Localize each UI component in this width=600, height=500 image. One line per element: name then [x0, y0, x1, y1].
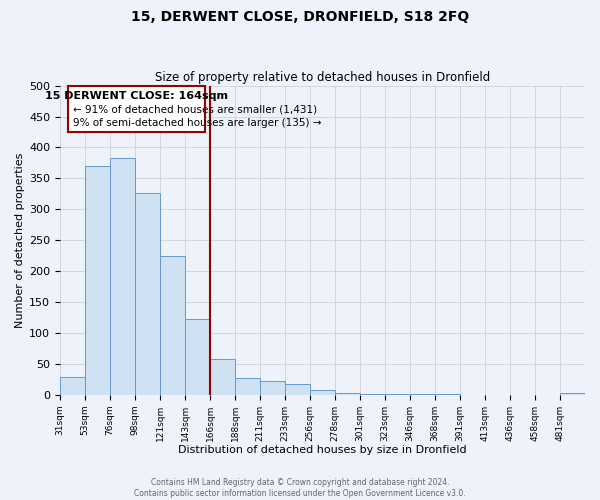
Text: 15 DERWENT CLOSE: 164sqm: 15 DERWENT CLOSE: 164sqm: [45, 90, 228, 101]
FancyBboxPatch shape: [68, 86, 205, 132]
Y-axis label: Number of detached properties: Number of detached properties: [15, 152, 25, 328]
Bar: [235, 378, 260, 394]
Bar: [110, 158, 135, 394]
Bar: [60, 378, 85, 394]
Text: 15, DERWENT CLOSE, DRONFIELD, S18 2FQ: 15, DERWENT CLOSE, DRONFIELD, S18 2FQ: [131, 10, 469, 24]
Text: ← 91% of detached houses are smaller (1,431): ← 91% of detached houses are smaller (1,…: [73, 104, 317, 114]
Bar: [185, 320, 210, 394]
Bar: [210, 359, 235, 394]
Bar: [310, 390, 335, 394]
Text: 9% of semi-detached houses are larger (135) →: 9% of semi-detached houses are larger (1…: [73, 118, 321, 128]
Text: Contains HM Land Registry data © Crown copyright and database right 2024.
Contai: Contains HM Land Registry data © Crown c…: [134, 478, 466, 498]
Bar: [285, 384, 310, 394]
Bar: [160, 256, 185, 394]
Bar: [85, 166, 110, 394]
Bar: [260, 381, 285, 394]
X-axis label: Distribution of detached houses by size in Dronfield: Distribution of detached houses by size …: [178, 445, 467, 455]
Title: Size of property relative to detached houses in Dronfield: Size of property relative to detached ho…: [155, 72, 490, 85]
Bar: [135, 192, 160, 394]
